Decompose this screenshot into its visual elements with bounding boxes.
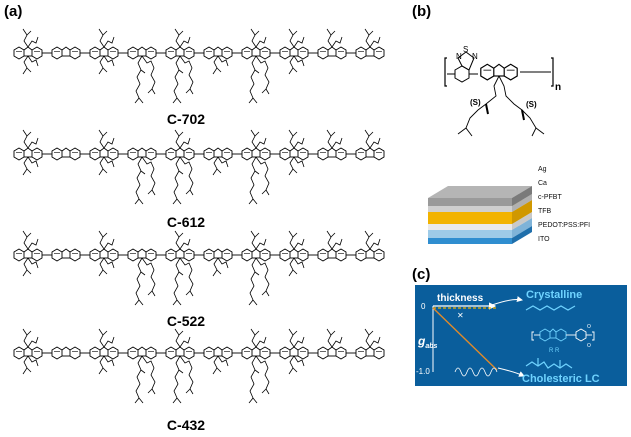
stereo-label-2: (S) [526, 100, 537, 109]
compound-row-3 [14, 231, 384, 305]
thiadiazole-n1: N [456, 52, 462, 61]
panel-a-label: (a) [4, 3, 22, 20]
panel-b: (b) n N S N (S) (S) [412, 3, 590, 244]
crystalline-label: Crystalline [526, 289, 582, 301]
layer-label-pedot: PEDOT:PSS:PFI [538, 222, 590, 229]
cholesteric-trend [432, 307, 498, 371]
layer-ag [428, 186, 532, 206]
branched-chain-icon [525, 361, 573, 369]
layer-label-ito: ITO [538, 236, 550, 243]
panel-c-label: (c) [412, 266, 430, 283]
layer-label-ag: Ag [538, 166, 547, 173]
stereo-label-1: (S) [470, 98, 481, 107]
compound-label-2: C-612 [167, 214, 205, 230]
compound-row-2 [14, 130, 384, 204]
thiadiazole-s: S [463, 45, 468, 54]
y-axis-symbol: gabs [417, 334, 438, 350]
thiadiazole-n2: N [472, 52, 478, 61]
mini-polymer-structure: R R O O [531, 324, 595, 354]
layer-label-ca: Ca [538, 180, 547, 187]
cholesteric-label: Cholesteric LC [522, 373, 600, 385]
polymer-structure: n N S N (S) (S) [444, 45, 561, 137]
repeat-subscript: n [555, 82, 561, 93]
y-tick-0: 0 [421, 302, 426, 311]
mini-o2: O [587, 343, 591, 349]
helix-icon [454, 367, 498, 377]
compound-label-1: C-702 [167, 111, 205, 127]
linear-chain-icon [525, 305, 576, 311]
device-stack: Ag Ca c-PFBT TFB PEDOT:PSS:PFI ITO [428, 166, 590, 244]
y-tick-1: -1.0 [416, 367, 430, 376]
arrow-to-crystalline [491, 296, 523, 306]
layer-label-tfb: TFB [538, 208, 552, 215]
compound-label-3: C-522 [167, 313, 205, 329]
thickness-label: thickness [437, 293, 484, 304]
crystal-mark-icon: ✕ [457, 311, 464, 320]
panel-c: (c) thickness 0 -1.0 gabs ✕ Crystalline [412, 266, 627, 386]
compound-row-1 [14, 29, 384, 103]
layer-label-cpfbt: c-PFBT [538, 194, 562, 201]
arrow-to-cholesteric [497, 367, 525, 377]
compound-row-4 [14, 329, 384, 403]
panel-a: (a) C-702 C-612 C-522 C-432 [4, 3, 384, 433]
compound-label-4: C-432 [167, 417, 205, 433]
mini-o1: O [587, 324, 591, 330]
panel-b-label: (b) [412, 3, 431, 20]
substituent-label: R R [549, 348, 560, 354]
